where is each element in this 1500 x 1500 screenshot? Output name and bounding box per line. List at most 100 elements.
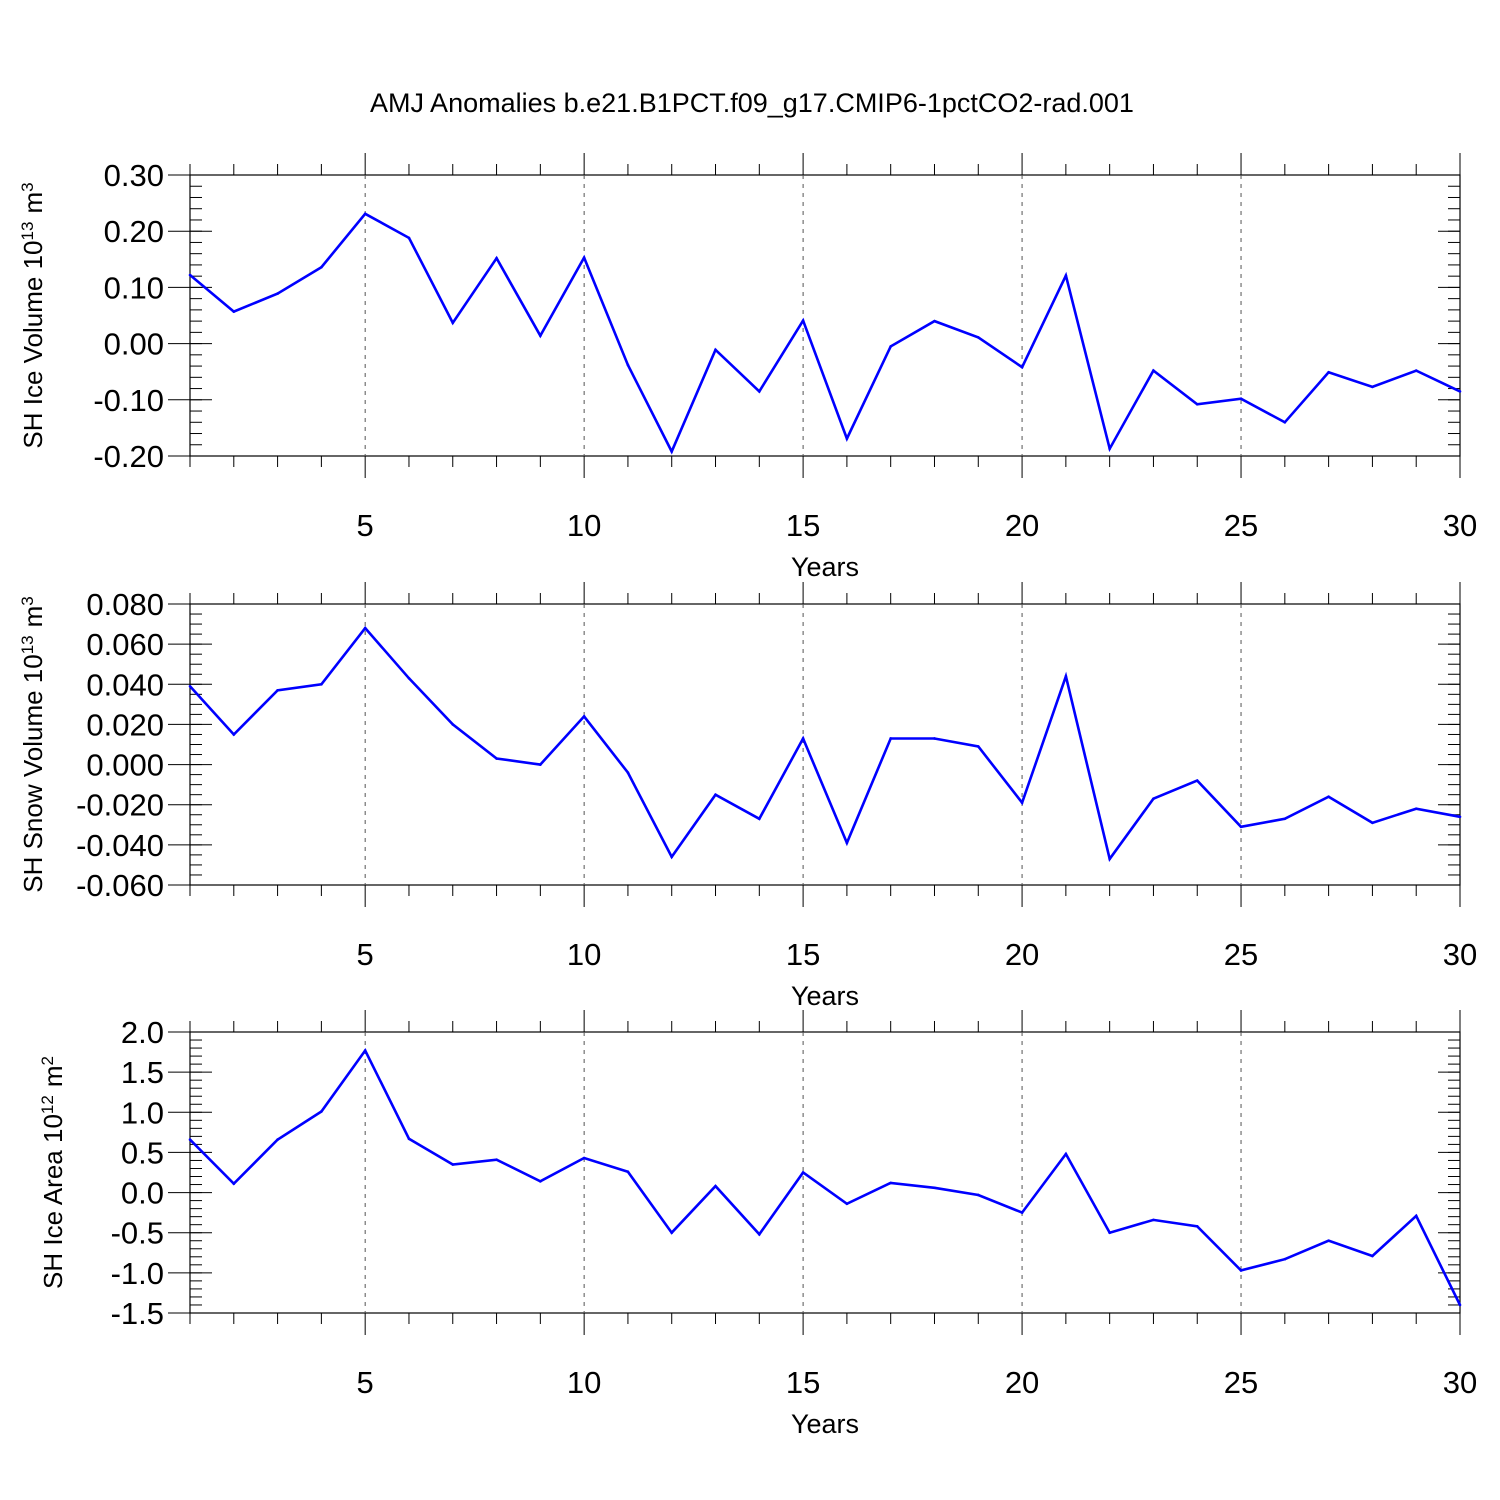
- data-point: [276, 292, 279, 295]
- y-tick-label: 0.00: [104, 327, 164, 362]
- data-point: [758, 1233, 761, 1236]
- data-point: [758, 817, 761, 821]
- panel-ice-volume: 0.30 0.20 0.10 0.00 -0.10 -0.20 5 10 15 20 25 30 Yea…: [18, 153, 1477, 582]
- x-tick-label: 25: [1224, 1365, 1258, 1400]
- data-point: [1064, 674, 1068, 678]
- data-point: [539, 1180, 542, 1183]
- data-point: [1108, 1231, 1111, 1235]
- data-point: [626, 771, 630, 774]
- data-point: [714, 1184, 717, 1188]
- y-tick-label: 0.30: [104, 158, 164, 193]
- data-point: [1371, 1254, 1374, 1258]
- data-point: [1152, 797, 1155, 800]
- data-point: [451, 1163, 455, 1166]
- data-point: [933, 1186, 936, 1190]
- y-tick-label: 0.040: [86, 667, 164, 702]
- data-point: [1283, 817, 1287, 821]
- data-point: [758, 390, 761, 393]
- x-tick-label: 30: [1443, 937, 1477, 972]
- data-point: [363, 212, 367, 216]
- data-point: [539, 763, 542, 766]
- data-point: [1283, 1257, 1287, 1261]
- data-point: [845, 1202, 849, 1206]
- x-tick-label: 20: [1005, 1365, 1039, 1400]
- y-tick-label: 0.5: [121, 1135, 164, 1170]
- data-point: [1239, 1269, 1243, 1272]
- x-axis-label: Years: [791, 981, 859, 1011]
- y-tick-label: 0.0: [121, 1176, 164, 1211]
- data-point: [1108, 447, 1111, 450]
- data-point: [407, 1137, 411, 1141]
- data-point: [1239, 825, 1243, 829]
- y-tick-label: -0.5: [111, 1216, 164, 1251]
- y-axis-label: SH Ice Area 1012m2: [38, 1056, 69, 1289]
- data-point: [1064, 274, 1068, 277]
- y-tick-label: -1.0: [111, 1256, 164, 1291]
- x-tick-label: 25: [1224, 508, 1258, 543]
- x-tick-label: 15: [786, 937, 820, 972]
- data-point: [1195, 1224, 1199, 1228]
- x-tick-label: 15: [786, 1365, 820, 1400]
- x-tick-label: 10: [567, 937, 601, 972]
- data-point: [1283, 420, 1287, 424]
- x-tick-label: 30: [1443, 1365, 1477, 1400]
- data-point: [933, 319, 936, 323]
- data-point: [1239, 397, 1243, 400]
- data-point: [845, 841, 849, 845]
- data-point: [670, 855, 674, 859]
- data-point: [1064, 1152, 1068, 1156]
- data-point: [1371, 385, 1374, 389]
- data-point: [363, 1049, 367, 1052]
- data-point: [1414, 807, 1418, 811]
- y-tick-label: -0.060: [76, 868, 164, 903]
- data-point: [495, 256, 498, 260]
- data-point: [276, 1138, 279, 1141]
- data-point: [320, 265, 323, 269]
- figure-title: AMJ Anomalies b.e21.B1PCT.f09_g17.CMIP6-…: [370, 88, 1134, 118]
- data-point: [1195, 402, 1199, 406]
- data-point: [407, 676, 411, 680]
- data-point: [188, 1138, 192, 1141]
- data-point: [320, 1110, 323, 1113]
- y-tick-label: -1.5: [111, 1296, 164, 1331]
- data-point: [976, 745, 980, 748]
- x-tick-label: 10: [567, 508, 601, 543]
- plot-frame: [189, 1031, 1461, 1314]
- data-point: [626, 363, 630, 367]
- y-axis-label: SH Ice Volume 1013m3: [18, 182, 49, 448]
- data-point: [582, 1156, 586, 1160]
- x-tick-label: 5: [357, 1365, 374, 1400]
- y-tick-label: -0.10: [93, 383, 164, 418]
- y-tick-label: -0.20: [93, 439, 164, 474]
- series-line: [189, 212, 1461, 455]
- x-tick-label: 15: [786, 508, 820, 543]
- y-tick-label: 0.080: [86, 587, 164, 622]
- x-tick-label: 10: [567, 1365, 601, 1400]
- y-tick-label: -0.040: [76, 828, 164, 863]
- data-point: [714, 348, 717, 352]
- data-point: [889, 1181, 892, 1185]
- series-line: [189, 1047, 1462, 1306]
- panel-ice-area: 2.0 1.5 1.0 0.5 0.0 -0.5 -1.0 -1.5 5 10 15 20 25 30 Ye…: [38, 1010, 1477, 1439]
- y-tick-label: 0.10: [104, 270, 164, 305]
- y-tick-label: 0.020: [86, 707, 164, 742]
- data-point: [582, 715, 586, 718]
- data-point: [889, 345, 892, 348]
- data-point: [889, 737, 892, 740]
- data-point: [276, 689, 279, 692]
- data-point: [232, 310, 236, 313]
- y-tick-label: 0.000: [86, 748, 164, 783]
- data-point: [670, 1231, 674, 1235]
- y-axis-label: SH Snow Volume 1013m3: [18, 596, 49, 893]
- x-tick-label: 20: [1005, 508, 1039, 543]
- data-point: [626, 1170, 630, 1173]
- data-point: [1327, 795, 1330, 798]
- data-point: [495, 1158, 498, 1161]
- data-point: [976, 336, 980, 339]
- data-point: [495, 757, 498, 760]
- data-point: [801, 737, 805, 740]
- data-point: [539, 334, 542, 338]
- y-tick-label: 0.060: [86, 627, 164, 662]
- x-axis-label: Years: [791, 552, 859, 582]
